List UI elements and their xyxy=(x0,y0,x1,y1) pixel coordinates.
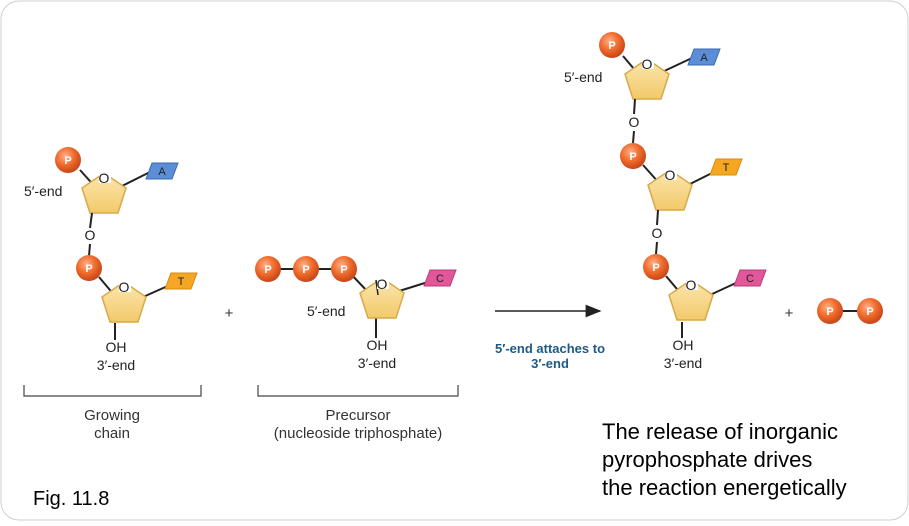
phosphate-label: P xyxy=(85,263,92,275)
hydroxyl-label: OH xyxy=(367,337,388,353)
base-t-label: T xyxy=(723,162,730,174)
figure-label: Fig. 11.8 xyxy=(33,488,109,510)
three-end-label: 3′-end xyxy=(664,355,702,371)
phosphate xyxy=(55,147,81,173)
phosphate-label: P xyxy=(629,151,636,163)
phosphate xyxy=(643,254,669,280)
growing-chain: P O A 5′-end O P O T OH 3′-end Growing c… xyxy=(23,147,202,442)
base-a xyxy=(145,162,179,180)
pyrophosphate: P P xyxy=(817,298,883,324)
three-end-label: 3′-end xyxy=(97,357,135,373)
plus-sign: + xyxy=(785,305,794,322)
sugar-ring xyxy=(81,172,127,214)
base-t xyxy=(709,158,743,176)
ring-oxygen-bg xyxy=(99,171,111,183)
phosphate xyxy=(331,256,357,282)
phosphate xyxy=(857,298,883,324)
base-a-label: A xyxy=(700,52,708,64)
note-text: The release of inorganic xyxy=(602,419,838,444)
five-end-label: 5′-end xyxy=(307,303,345,319)
growing-chain-bracket xyxy=(23,385,202,397)
phosphate xyxy=(293,256,319,282)
precursor-caption: (nucleoside triphosphate) xyxy=(274,425,442,442)
base-c-label: C xyxy=(436,273,444,285)
arrow-note: 3′-end xyxy=(531,356,569,371)
base-c-label: C xyxy=(746,273,754,285)
phosphate-label: P xyxy=(340,264,347,276)
base-a-label: A xyxy=(158,166,166,178)
sugar-ring xyxy=(624,58,670,100)
linkage-oxygen: O xyxy=(652,225,663,241)
phosphate xyxy=(817,298,843,324)
ring-oxygen: O xyxy=(99,170,110,186)
sugar-ring xyxy=(101,281,147,323)
ring-oxygen: O xyxy=(642,56,653,72)
precursor: P P P O C 5′-end OH 3′-end Precursor (nu… xyxy=(255,256,459,442)
note-text: the reaction energetically xyxy=(602,475,847,500)
sugar-ring xyxy=(359,277,405,319)
five-end-label: 5′-end xyxy=(24,183,62,199)
phosphate-label: P xyxy=(608,40,615,52)
hydroxyl-label: OH xyxy=(106,339,127,355)
sugar-ring xyxy=(647,169,693,211)
phosphate-label: P xyxy=(302,264,309,276)
five-end-label: 5′-end xyxy=(564,69,602,85)
note-text: pyrophosphate drives xyxy=(602,447,812,472)
linkage-oxygen: O xyxy=(85,227,96,243)
phosphate xyxy=(255,256,281,282)
hydroxyl-label: OH xyxy=(673,337,694,353)
precursor-caption: Precursor xyxy=(325,407,390,424)
ring-oxygen: O xyxy=(686,277,697,293)
base-t xyxy=(164,272,198,290)
phosphate-label: P xyxy=(64,155,71,167)
base-t-label: T xyxy=(178,276,185,288)
ring-oxygen: O xyxy=(119,279,130,295)
plus-sign: + xyxy=(225,305,234,322)
arrow-note: 5′-end attaches to xyxy=(495,341,605,356)
linkage-oxygen: O xyxy=(629,114,640,130)
phosphate-label: P xyxy=(826,306,833,318)
base-c xyxy=(733,269,767,287)
phosphate-label: P xyxy=(866,306,873,318)
phosphate xyxy=(620,143,646,169)
growing-chain-caption: chain xyxy=(94,425,130,442)
phosphate-label: P xyxy=(264,264,271,276)
phosphate xyxy=(76,255,102,281)
ring-oxygen: O xyxy=(665,167,676,183)
ring-oxygen: O xyxy=(377,276,388,292)
precursor-bracket xyxy=(257,385,459,397)
phosphate xyxy=(599,32,625,58)
base-a xyxy=(687,48,721,66)
sugar-ring xyxy=(668,279,714,321)
phosphate-label: P xyxy=(652,262,659,274)
base-c xyxy=(423,269,457,287)
growing-chain-caption: Growing xyxy=(84,407,140,424)
product-chain: P O A 5′-end O P O T O P O C OH 3′-end xyxy=(564,32,767,371)
three-end-label: 3′-end xyxy=(358,355,396,371)
